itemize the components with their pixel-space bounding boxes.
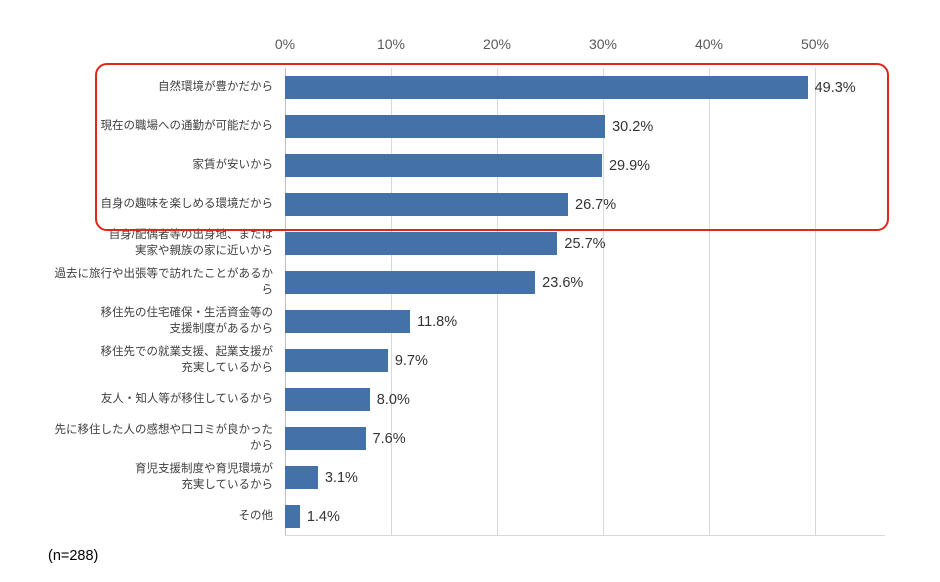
x-axis-tick: 50%: [800, 36, 830, 52]
gridline: [285, 68, 286, 536]
category-label: その他: [238, 509, 274, 522]
category-label: 自身/配偶者等の出身地、または 実家や親族の家に近いから: [108, 228, 273, 257]
category-label: 自身の趣味を楽しめる環境だから: [100, 197, 274, 210]
gridline: [815, 68, 816, 536]
chart-row: その他 1.4%: [45, 497, 885, 536]
category-label: 家賃が安いから: [192, 158, 274, 171]
value-label: 9.7%: [394, 352, 428, 369]
chart-row: 友人・知人等が移住しているから 8.0%: [45, 380, 885, 419]
chart-row: 自身の趣味を楽しめる環境だから 26.7%: [45, 185, 885, 224]
category-label: 移住先の住宅確保・生活資金等の 支援制度があるから: [100, 306, 274, 335]
bar-area: 9.7%: [285, 341, 885, 380]
value-label: 3.1%: [324, 469, 358, 486]
bar: [285, 76, 808, 99]
value-label: 29.9%: [608, 157, 651, 174]
category-label: 自然環境が豊かだから: [158, 80, 273, 93]
category-label: 過去に旅行や出張等で訪れたことがあるから: [54, 267, 274, 296]
bar-area: 3.1%: [285, 458, 885, 497]
plot-body: 自然環境が豊かだから 49.3% 現在の職場への通勤が可能だから 30.2% 家賃が安い…: [45, 63, 889, 536]
chart-row: 育児支援制度や育児環境が 充実しているから 3.1%: [45, 458, 885, 497]
bar: [285, 193, 569, 216]
x-axis-tick: 40%: [694, 36, 724, 52]
category-label: 移住先での就業支援、起業支援が 充実しているから: [100, 345, 274, 374]
value-label: 8.0%: [376, 391, 410, 408]
chart-row: 自身/配偶者等の出身地、または 実家や親族の家に近いから 25.7%: [45, 224, 885, 263]
bar-area: 23.6%: [285, 263, 885, 302]
bar: [285, 115, 606, 138]
chart-row: 先に移住した人の感想や口コミが良かったから 7.6%: [45, 419, 885, 458]
bar: [285, 271, 536, 294]
chart-row: 現在の職場への通勤が可能だから 30.2%: [45, 107, 885, 146]
bar: [285, 427, 366, 450]
x-axis-tick: 10%: [376, 36, 406, 52]
x-axis-tick: 20%: [482, 36, 512, 52]
chart-row: 家賃が安いから 29.9%: [45, 146, 885, 185]
chart-area: 0% 10% 20% 30% 40% 50% 自然環境が豊かだから 49.3% 現在の職場への…: [45, 28, 889, 536]
chart-row: 過去に旅行や出張等で訪れたことがあるから 23.6%: [45, 263, 885, 302]
bar-area: 49.3%: [285, 68, 885, 107]
bar-area: 11.8%: [285, 302, 885, 341]
rows: 自然環境が豊かだから 49.3% 現在の職場への通勤が可能だから 30.2% 家賃が安い…: [45, 68, 885, 536]
gridline: [391, 68, 392, 536]
value-label: 11.8%: [417, 313, 458, 330]
chart-row: 移住先の住宅確保・生活資金等の 支援制度があるから 11.8%: [45, 302, 885, 341]
bar: [285, 232, 558, 255]
bar-area: 26.7%: [285, 185, 885, 224]
bar: [285, 388, 370, 411]
value-label: 26.7%: [575, 196, 617, 213]
gridline: [603, 68, 604, 536]
value-label: 30.2%: [612, 118, 654, 135]
category-label: 育児支援制度や育児環境が 充実しているから: [135, 462, 273, 491]
bar: [285, 349, 388, 372]
bar-area: 29.9%: [285, 146, 885, 185]
chart-row: 自然環境が豊かだから 49.3%: [45, 68, 885, 107]
bar: [285, 466, 318, 489]
value-label: 25.7%: [564, 235, 606, 252]
chart-row: 移住先での就業支援、起業支援が 充実しているから 9.7%: [45, 341, 885, 380]
x-axis-tick: 30%: [588, 36, 618, 52]
x-axis-tick: 0%: [274, 36, 296, 52]
value-label: 23.6%: [542, 274, 584, 291]
gridline: [497, 68, 498, 536]
bar: [285, 310, 411, 333]
category-label: 先に移住した人の感想や口コミが良かったから: [54, 423, 274, 452]
bar: [285, 154, 602, 177]
value-label: 1.4%: [306, 508, 340, 525]
baseline: [285, 535, 885, 536]
value-label: 7.6%: [372, 430, 406, 447]
value-label: 49.3%: [814, 79, 856, 96]
bar-area: 30.2%: [285, 107, 885, 146]
bar: [285, 505, 300, 528]
gridline: [709, 68, 710, 536]
category-label: 友人・知人等が移住しているから: [100, 392, 273, 405]
x-axis: 0% 10% 20% 30% 40% 50%: [275, 28, 875, 68]
bar-area: 25.7%: [285, 224, 885, 263]
bar-area: 1.4%: [285, 497, 885, 536]
category-label: 現在の職場への通勤が可能だから: [100, 119, 274, 132]
bar-area: 7.6%: [285, 419, 885, 458]
bar-area: 8.0%: [285, 380, 885, 419]
sample-size-note: (n=288): [48, 548, 99, 564]
